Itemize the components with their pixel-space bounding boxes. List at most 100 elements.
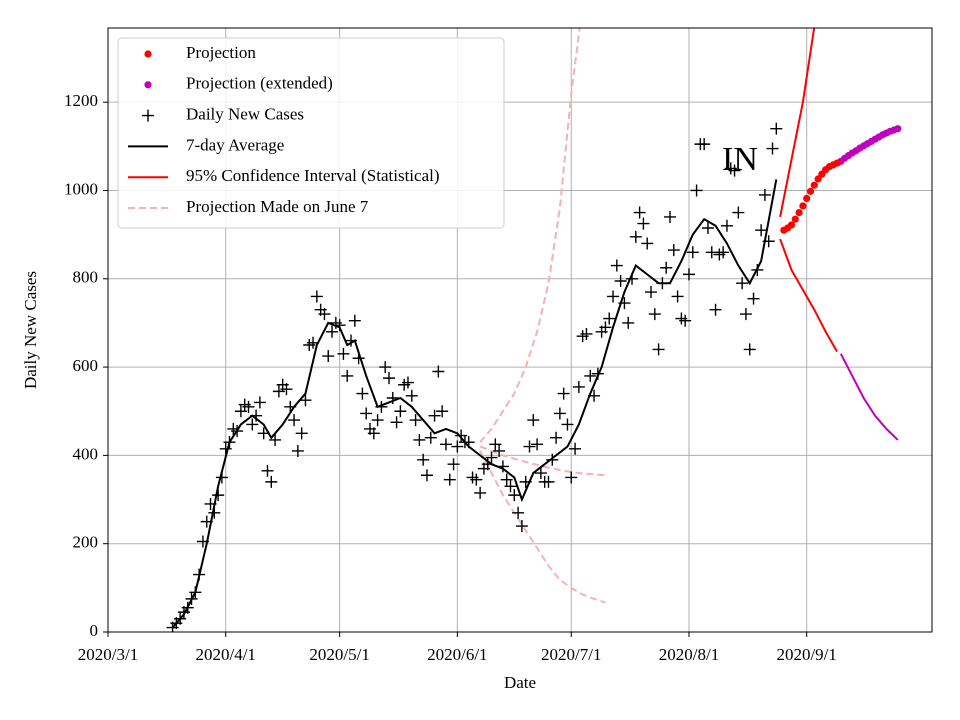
data-point [310,290,323,303]
y-tick-label: 1000 [64,179,98,198]
data-point [493,444,506,457]
data-point [629,230,642,243]
data-point [679,314,692,327]
legend-label: 95% Confidence Interval (Statistical) [186,166,440,185]
y-tick-label: 200 [73,533,99,552]
data-point [758,188,771,201]
data-point [367,427,380,440]
data-point [717,246,730,259]
data-point [584,369,597,382]
data-point [371,414,384,427]
data-point [614,274,627,287]
data-point [348,314,361,327]
data-point [588,389,601,402]
plot-area [166,28,902,632]
data-point [462,436,475,449]
x-tick-label: 2020/9/1 [776,645,836,664]
data-point [527,414,540,427]
data-point [743,343,756,356]
series-line [839,353,899,441]
data-point [663,210,676,223]
data-point [610,259,623,272]
projection-point [810,181,818,189]
data-point [257,427,270,440]
data-point [561,418,574,431]
data-point [705,246,718,259]
data-point [648,308,661,321]
data-point [599,321,612,334]
data-point [603,312,616,325]
data-point [299,394,312,407]
x-tick-label: 2020/3/1 [78,645,138,664]
series-line [479,445,606,477]
data-point [512,506,525,519]
projection-point [799,202,807,210]
legend-label: Daily New Cases [186,105,304,124]
data-point [660,261,673,274]
legend-box [117,37,505,229]
data-point [580,327,593,340]
data-point [291,444,304,457]
data-point [667,244,680,257]
data-point [436,405,449,418]
data-point [515,520,528,533]
data-point [174,612,187,625]
data-point [618,297,631,310]
data-point [379,361,392,374]
data-point [455,429,468,442]
data-point [375,400,388,413]
series-line [779,28,816,218]
data-point [739,308,752,321]
projection-point [791,215,799,223]
data-point [641,237,654,250]
data-point [253,396,266,409]
legend-label: Projection (extended) [186,74,333,93]
x-axis-label: Date [504,673,536,692]
x-tick-label: 2020/8/1 [659,645,719,664]
projection-point [894,125,902,133]
data-point [360,407,373,420]
data-point [288,414,301,427]
data-point [341,369,354,382]
projection-point [795,208,803,217]
data-point [337,347,350,360]
data-point [645,286,658,299]
data-point [405,389,418,402]
data-point [652,343,665,356]
data-point [200,515,213,528]
y-tick-label: 800 [73,268,99,287]
data-point [269,433,282,446]
data-point [272,385,285,398]
data-point [591,367,604,380]
x-tick-label: 2020/6/1 [427,645,487,664]
data-point [352,352,365,365]
legend: Projection Projection (extended) Daily New… [117,37,505,229]
data-point [265,475,278,488]
data-point [656,277,669,290]
data-point [189,586,202,599]
data-point [508,489,521,502]
data-point [637,217,650,230]
legend-marker [144,81,152,89]
data-point [394,405,407,418]
legend-marker [142,109,154,122]
x-tick-label: 2020/5/1 [309,645,369,664]
data-point [481,458,494,471]
data-point [447,458,460,471]
data-point [720,219,733,232]
data-point [333,319,346,332]
data-point [557,387,570,400]
data-point [572,380,585,393]
data-point [607,290,620,303]
series-line [479,28,581,443]
data-point [553,407,566,420]
data-point [401,376,414,389]
data-point [443,473,456,486]
y-tick-label: 0 [90,621,99,640]
data-point [622,316,635,329]
axes-frame [107,27,933,633]
annotation: IN [722,141,758,178]
data-point [386,391,399,404]
data-point [546,453,559,466]
data-point [382,372,395,385]
